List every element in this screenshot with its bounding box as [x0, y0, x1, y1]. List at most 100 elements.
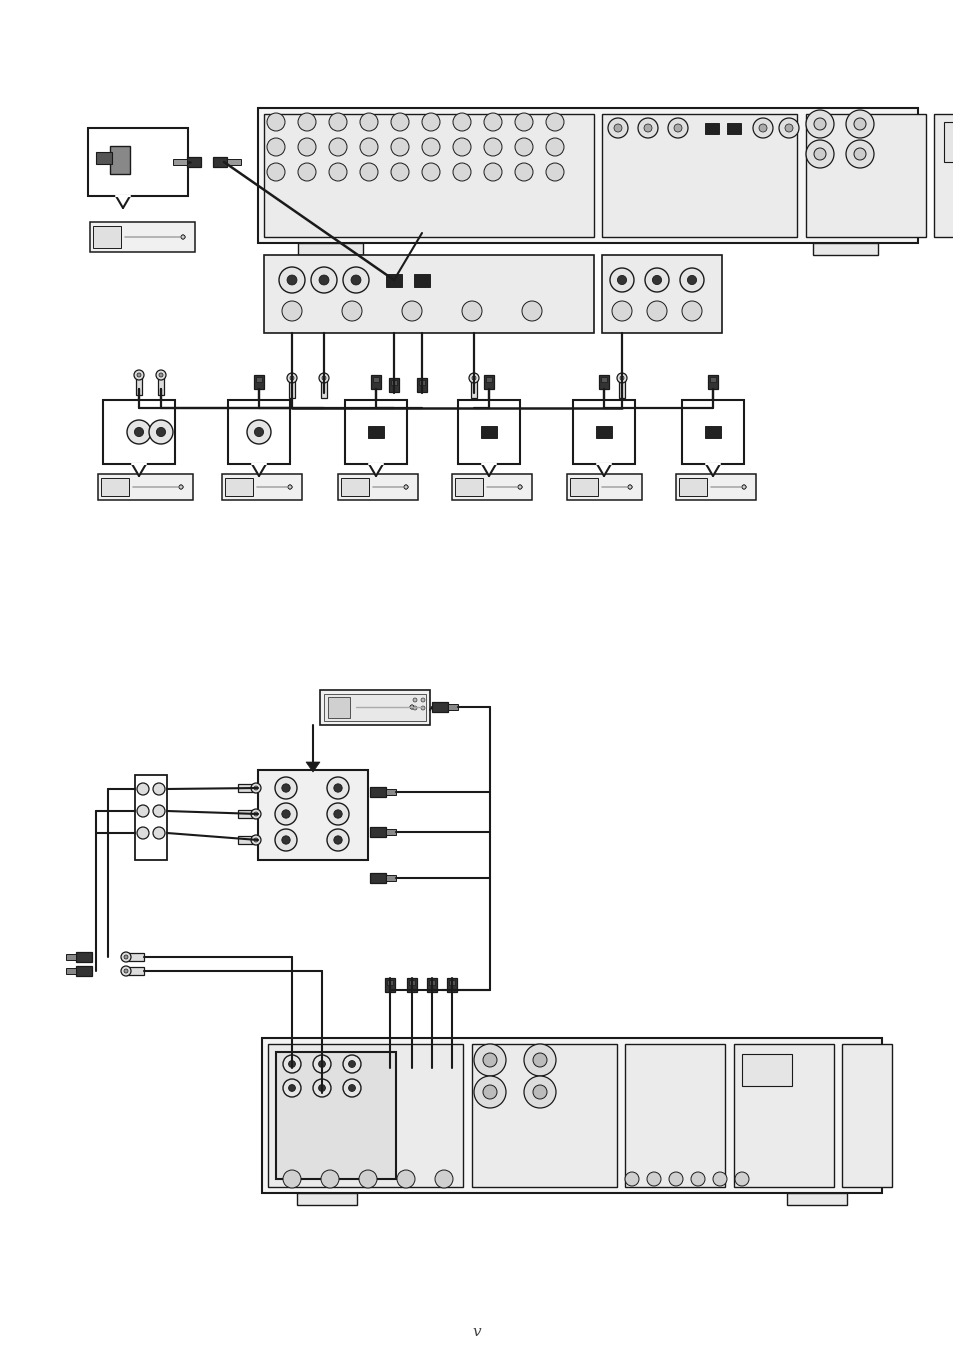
Circle shape: [627, 485, 631, 489]
Circle shape: [712, 1173, 726, 1186]
Bar: [432, 703, 448, 712]
Circle shape: [779, 118, 799, 138]
Bar: [227, 159, 241, 165]
Bar: [457, 400, 519, 463]
Circle shape: [311, 267, 336, 293]
Circle shape: [253, 838, 257, 842]
Circle shape: [278, 267, 305, 293]
Bar: [596, 426, 612, 438]
Bar: [389, 378, 398, 392]
Circle shape: [853, 149, 865, 159]
Circle shape: [687, 276, 696, 285]
Circle shape: [318, 276, 329, 285]
Circle shape: [752, 118, 772, 138]
Circle shape: [121, 952, 131, 962]
Bar: [296, 1193, 356, 1205]
Circle shape: [297, 163, 315, 181]
Circle shape: [181, 235, 185, 239]
Circle shape: [149, 420, 172, 444]
Bar: [136, 376, 142, 394]
Circle shape: [741, 485, 745, 489]
Bar: [324, 694, 426, 721]
Bar: [368, 426, 384, 438]
Circle shape: [267, 163, 285, 181]
Bar: [707, 376, 718, 389]
Circle shape: [351, 276, 360, 285]
Circle shape: [517, 485, 521, 489]
Circle shape: [609, 267, 634, 292]
Bar: [943, 122, 953, 162]
Bar: [427, 978, 436, 992]
Bar: [679, 478, 706, 496]
Circle shape: [288, 485, 292, 489]
Circle shape: [617, 373, 626, 382]
Circle shape: [515, 163, 533, 181]
Bar: [237, 836, 255, 844]
Bar: [733, 1044, 833, 1188]
Bar: [812, 243, 877, 255]
Bar: [340, 478, 369, 496]
Circle shape: [805, 109, 833, 138]
Circle shape: [318, 1061, 325, 1067]
Bar: [101, 478, 129, 496]
Circle shape: [483, 163, 501, 181]
Bar: [289, 378, 294, 399]
Circle shape: [179, 485, 183, 489]
Circle shape: [274, 777, 296, 798]
Circle shape: [253, 812, 257, 816]
Circle shape: [343, 1079, 360, 1097]
Circle shape: [283, 1079, 301, 1097]
Circle shape: [813, 118, 825, 130]
Bar: [126, 952, 144, 961]
Bar: [386, 830, 395, 835]
Polygon shape: [369, 463, 382, 476]
Circle shape: [297, 113, 315, 131]
Circle shape: [421, 138, 439, 155]
Circle shape: [435, 1170, 453, 1188]
Circle shape: [274, 802, 296, 825]
Circle shape: [121, 966, 131, 975]
Circle shape: [267, 113, 285, 131]
Circle shape: [253, 786, 257, 790]
Bar: [805, 113, 925, 236]
Circle shape: [137, 805, 149, 817]
Bar: [726, 123, 740, 134]
Bar: [110, 146, 130, 174]
Bar: [225, 478, 253, 496]
Circle shape: [515, 138, 533, 155]
Bar: [386, 875, 395, 881]
Circle shape: [545, 138, 563, 155]
Circle shape: [483, 113, 501, 131]
Circle shape: [784, 124, 792, 132]
Circle shape: [420, 707, 424, 711]
Circle shape: [327, 802, 349, 825]
Circle shape: [453, 113, 471, 131]
Circle shape: [624, 1173, 639, 1186]
Circle shape: [281, 836, 290, 844]
Circle shape: [482, 1085, 497, 1098]
Circle shape: [413, 698, 416, 703]
Circle shape: [137, 784, 149, 794]
Bar: [387, 979, 393, 985]
Circle shape: [679, 267, 703, 292]
Bar: [841, 1044, 891, 1188]
Circle shape: [734, 1173, 748, 1186]
Bar: [418, 380, 424, 385]
Bar: [92, 226, 121, 249]
Circle shape: [617, 276, 626, 285]
Bar: [222, 474, 302, 500]
Circle shape: [627, 485, 631, 489]
Circle shape: [638, 118, 658, 138]
Circle shape: [254, 427, 263, 436]
Circle shape: [318, 373, 329, 382]
Bar: [264, 255, 594, 332]
Circle shape: [156, 427, 166, 436]
Circle shape: [322, 376, 326, 380]
Circle shape: [329, 138, 347, 155]
Circle shape: [290, 376, 294, 380]
Circle shape: [681, 301, 701, 322]
Circle shape: [251, 809, 261, 819]
Circle shape: [179, 485, 183, 489]
Bar: [391, 380, 396, 385]
Circle shape: [281, 784, 290, 792]
